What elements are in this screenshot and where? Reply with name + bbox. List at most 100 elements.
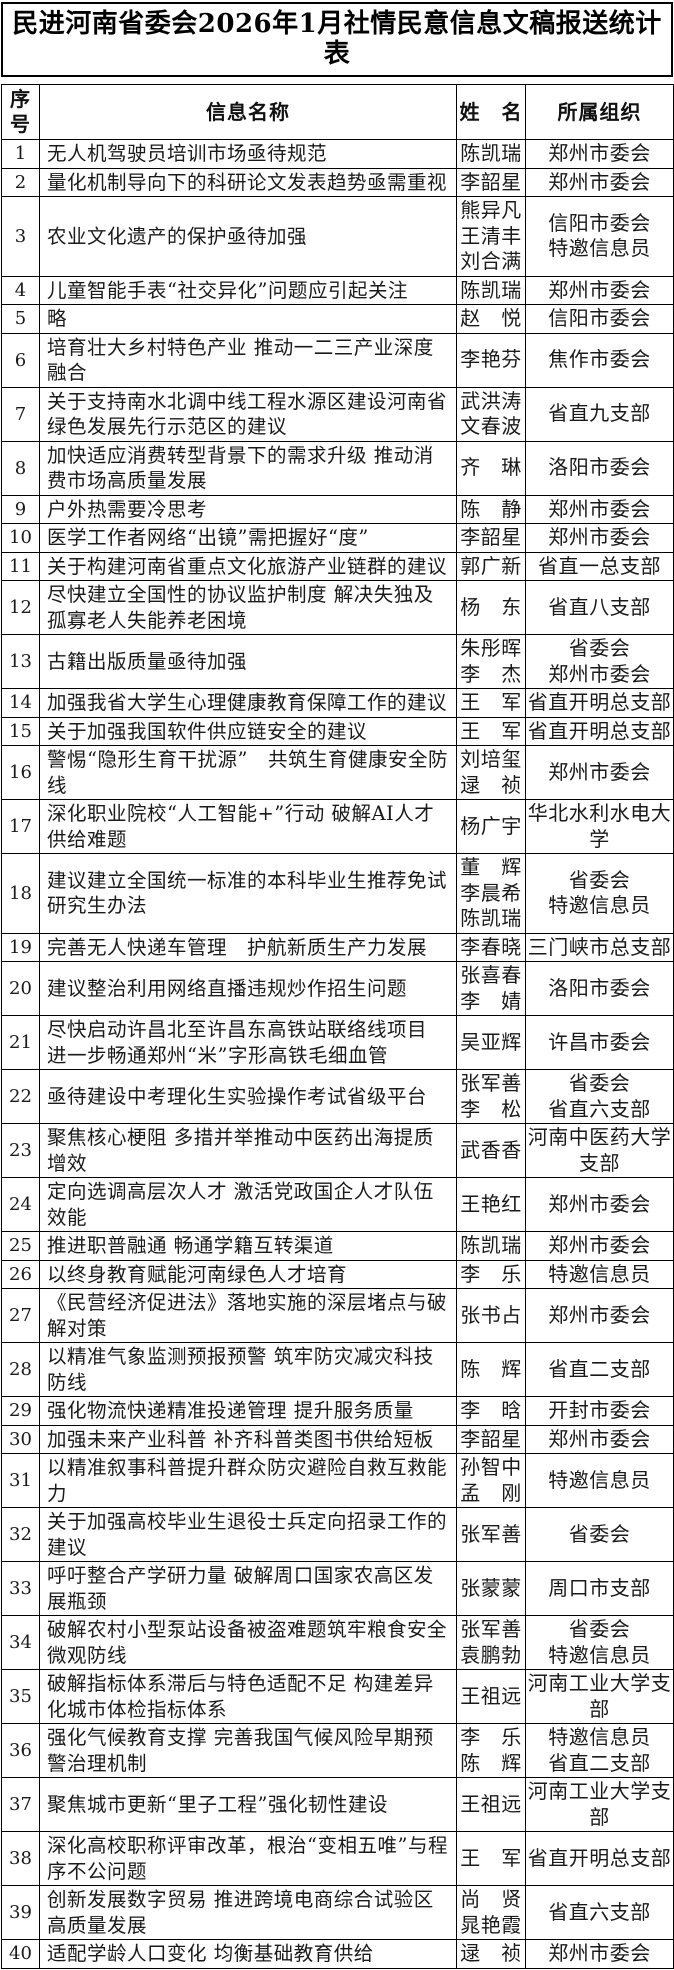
serial-number-cell: 18 — [1, 853, 40, 934]
table-row: 3 农业文化遗产的保护亟待加强 熊异凡 王清丰 刘合满 信阳市委会 特邀信息员 — [1, 196, 674, 277]
serial-number-cell: 37 — [1, 1777, 40, 1832]
author-name-cell: 朱彤晖 李 杰 — [456, 634, 526, 689]
info-title-cell: 关于加强我国软件供应链安全的建议 — [39, 716, 457, 746]
serial-number-cell: 29 — [1, 1396, 40, 1426]
organization-cell: 洛阳市委会 — [525, 961, 674, 1016]
organization-cell: 省委会 特邀信息员 — [525, 1615, 674, 1670]
serial-number-cell: 8 — [1, 440, 40, 496]
author-name-cell: 陈凯瑞 — [456, 1231, 526, 1261]
author-name-cell: 王祖远 — [456, 1669, 526, 1724]
organization-cell: 省直开明总支部 — [525, 716, 674, 746]
organization-cell: 三门峡市总支部 — [525, 932, 674, 962]
header-row: 序号 信息名称 姓 名 所属组织 — [1, 84, 674, 140]
author-name-cell: 杨 东 — [456, 580, 526, 635]
info-title-cell: 以精准叙事科普提升群众防灾避险自救互救能力 — [39, 1453, 457, 1508]
organization-cell: 周口市支部 — [525, 1561, 674, 1616]
info-title-cell: 深化高校职称评审改革，根治“变相五唯”与程序不公问题 — [39, 1831, 457, 1886]
info-title-cell: 关于加强高校毕业生退役士兵定向招录工作的建议 — [39, 1507, 457, 1562]
organization-cell: 省直一总支部 — [525, 551, 674, 581]
serial-number-cell: 4 — [1, 275, 40, 305]
table-row: 35 破解指标体系滞后与特色适配不足 构建差异化城市体检指标体系 王祖远 河南工业大学… — [1, 1669, 674, 1724]
author-name-cell: 李春晓 — [456, 932, 526, 962]
author-name-cell: 郭广新 — [456, 551, 526, 581]
table-row: 2 量化机制导向下的科研论文发表趋势亟需重视 李韶星 郑州市委会 — [1, 167, 674, 197]
serial-number-cell: 7 — [1, 386, 40, 442]
info-title-cell: 加强我省大学生心理健康教育保障工作的建议 — [39, 688, 457, 718]
author-name-cell: 董 辉 李晨希 陈凯瑞 — [456, 853, 526, 934]
table-row: 37 聚焦城市更新“里子工程”强化韧性建设 王祖远 河南工业大学支部 — [1, 1777, 674, 1832]
organization-cell: 郑州市委会 — [525, 1424, 674, 1454]
serial-number-cell: 24 — [1, 1177, 40, 1232]
author-name-cell: 张蒙蒙 — [456, 1561, 526, 1616]
info-title-cell: 加快适应消费转型背景下的需求升级 推动消费市场高质量发展 — [39, 440, 457, 496]
info-title-cell: 定向选调高层次人才 激活党政国企人才队伍效能 — [39, 1177, 457, 1232]
table-row: 12 尽快建立全国性的协议监护制度 解决失独及孤寡老人失能养老困境杨 东省直八支部 — [1, 580, 674, 635]
organization-cell: 省直开明总支部 — [525, 1831, 674, 1886]
serial-number-cell: 11 — [1, 551, 40, 581]
table-row: 22 亟待建设中考理化生实验操作考试省级平台 张军善 李 松省委会 省直六支部 — [1, 1069, 674, 1124]
table-row: 9 户外热需要冷思考陈 静郑州市委会 — [1, 494, 674, 524]
serial-number-cell: 34 — [1, 1615, 40, 1670]
organization-cell: 郑州市委会 — [525, 139, 674, 169]
organization-cell: 河南工业大学支部 — [525, 1777, 674, 1832]
table-row: 40 适配学龄人口变化 均衡基础教育供给逯 祯郑州市委会 — [1, 1939, 674, 1969]
info-title-cell: 农业文化遗产的保护亟待加强 — [39, 196, 457, 277]
info-title-cell: 医学工作者网络“出镜”需把握好“度” — [39, 523, 457, 553]
serial-number-cell: 39 — [1, 1885, 40, 1940]
table-row: 13 古籍出版质量亟待加强 朱彤晖 李 杰省委会 郑州市委会 — [1, 634, 674, 689]
organization-cell: 省委会 省直六支部 — [525, 1069, 674, 1124]
info-title-cell: 创新发展数字贸易 推进跨境电商综合试验区高质量发展 — [39, 1885, 457, 1940]
serial-number-cell: 14 — [1, 688, 40, 718]
info-title-cell: 强化气候教育支撑 完善我国气候风险早期预警治理机制 — [39, 1723, 457, 1778]
author-name-cell: 张军善 袁鹏勃 — [456, 1615, 526, 1670]
organization-cell: 信阳市委会 特邀信息员 — [525, 196, 674, 277]
organization-cell: 焦作市委会 — [525, 332, 674, 388]
info-title-cell: 无人机驾驶员培训市场亟待规范 — [39, 139, 457, 169]
author-name-cell: 尚 贤 晁艳霞 — [456, 1885, 526, 1940]
organization-cell: 郑州市委会 — [525, 745, 674, 800]
table-row: 17 深化职业院校“人工智能+”行动 破解AI人才供给难题 杨广宇 华北水利水电大学 — [1, 799, 674, 854]
organization-cell: 许昌市委会 — [525, 1015, 674, 1070]
organization-cell: 省委会 特邀信息员 — [525, 853, 674, 934]
info-title-cell: 推进职普融通 畅通学籍互转渠道 — [39, 1231, 457, 1261]
header-organization: 所属组织 — [525, 84, 674, 140]
info-title-cell: 培育壮大乡村特色产业 推动一二三产业深度融合 — [39, 332, 457, 388]
info-title-cell: 古籍出版质量亟待加强 — [39, 634, 457, 689]
serial-number-cell: 30 — [1, 1424, 40, 1454]
table-row: 32 关于加强高校毕业生退役士兵定向招录工作的建议 张军善 省委会 — [1, 1507, 674, 1562]
author-name-cell: 李 晗 — [456, 1396, 526, 1426]
author-name-cell: 王祖远 — [456, 1777, 526, 1832]
organization-cell: 省直九支部 — [525, 386, 674, 442]
organization-cell: 郑州市委会 — [525, 1939, 674, 1969]
table-row: 28 以精准气象监测预报预警 筑牢防灾减灾科技防线陈 辉省直二支部 — [1, 1342, 674, 1397]
info-title-cell: 亟待建设中考理化生实验操作考试省级平台 — [39, 1069, 457, 1124]
organization-cell: 省直开明总支部 — [525, 688, 674, 718]
author-name-cell: 刘培玺 逯 祯 — [456, 745, 526, 800]
author-name-cell: 李韶星 — [456, 167, 526, 197]
info-title-cell: 量化机制导向下的科研论文发表趋势亟需重视 — [39, 167, 457, 197]
organization-cell: 河南工业大学支部 — [525, 1669, 674, 1724]
serial-number-cell: 9 — [1, 494, 40, 524]
organization-cell: 省直六支部 — [525, 1885, 674, 1940]
author-name-cell: 张军善 — [456, 1507, 526, 1562]
info-title-cell: 关于构建河南省重点文化旅游产业链群的建议 — [39, 551, 457, 581]
table-row: 20 建议整治利用网络直播违规炒作招生问题 张喜春 李 婧洛阳市委会 — [1, 961, 674, 1016]
table-row: 33 呼吁整合产学研力量 破解周口国家农高区发展瓶颈 张蒙蒙 周口市支部 — [1, 1561, 674, 1616]
info-title-cell: 呼吁整合产学研力量 破解周口国家农高区发展瓶颈 — [39, 1561, 457, 1616]
author-name-cell: 张军善 李 松 — [456, 1069, 526, 1124]
header-info-title: 信息名称 — [39, 84, 457, 140]
table-row: 27 《民营经济促进法》落地实施的深层堵点与破解对策 张书占 郑州市委会 — [1, 1288, 674, 1343]
page-title: 民进河南省委会2026年1月社情民意信息文稿报送统计表 — [1, 2, 673, 77]
info-title-cell: 警惕“隐形生育干扰源” 共筑生育健康安全防线 — [39, 745, 457, 800]
table-row: 38 深化高校职称评审改革，根治“变相五唯”与程序不公问题王 军省直开明总支部 — [1, 1831, 674, 1886]
info-title-cell: 尽快启动许昌北至许昌东高铁站联络线项目 进一步畅通郑州“米”字形高铁毛细血管 — [39, 1015, 457, 1070]
organization-cell: 郑州市委会 — [525, 167, 674, 197]
table-row: 10 医学工作者网络“出镜”需把握好“度” 李韶星 郑州市委会 — [1, 523, 674, 553]
author-name-cell: 王 军 — [456, 688, 526, 718]
info-title-cell: 关于支持南水北调中线工程水源区建设河南省绿色发展先行示范区的建议 — [39, 386, 457, 442]
table-row: 23 聚焦核心梗阻 多措并举推动中医药出海提质增效 武香香 河南中医药大学支部 — [1, 1123, 674, 1178]
table-row: 6 培育壮大乡村特色产业 推动一二三产业深度融合 李艳芬 焦作市委会 — [1, 332, 674, 388]
author-name-cell: 张喜春 李 婧 — [456, 961, 526, 1016]
organization-cell: 郑州市委会 — [525, 1177, 674, 1232]
